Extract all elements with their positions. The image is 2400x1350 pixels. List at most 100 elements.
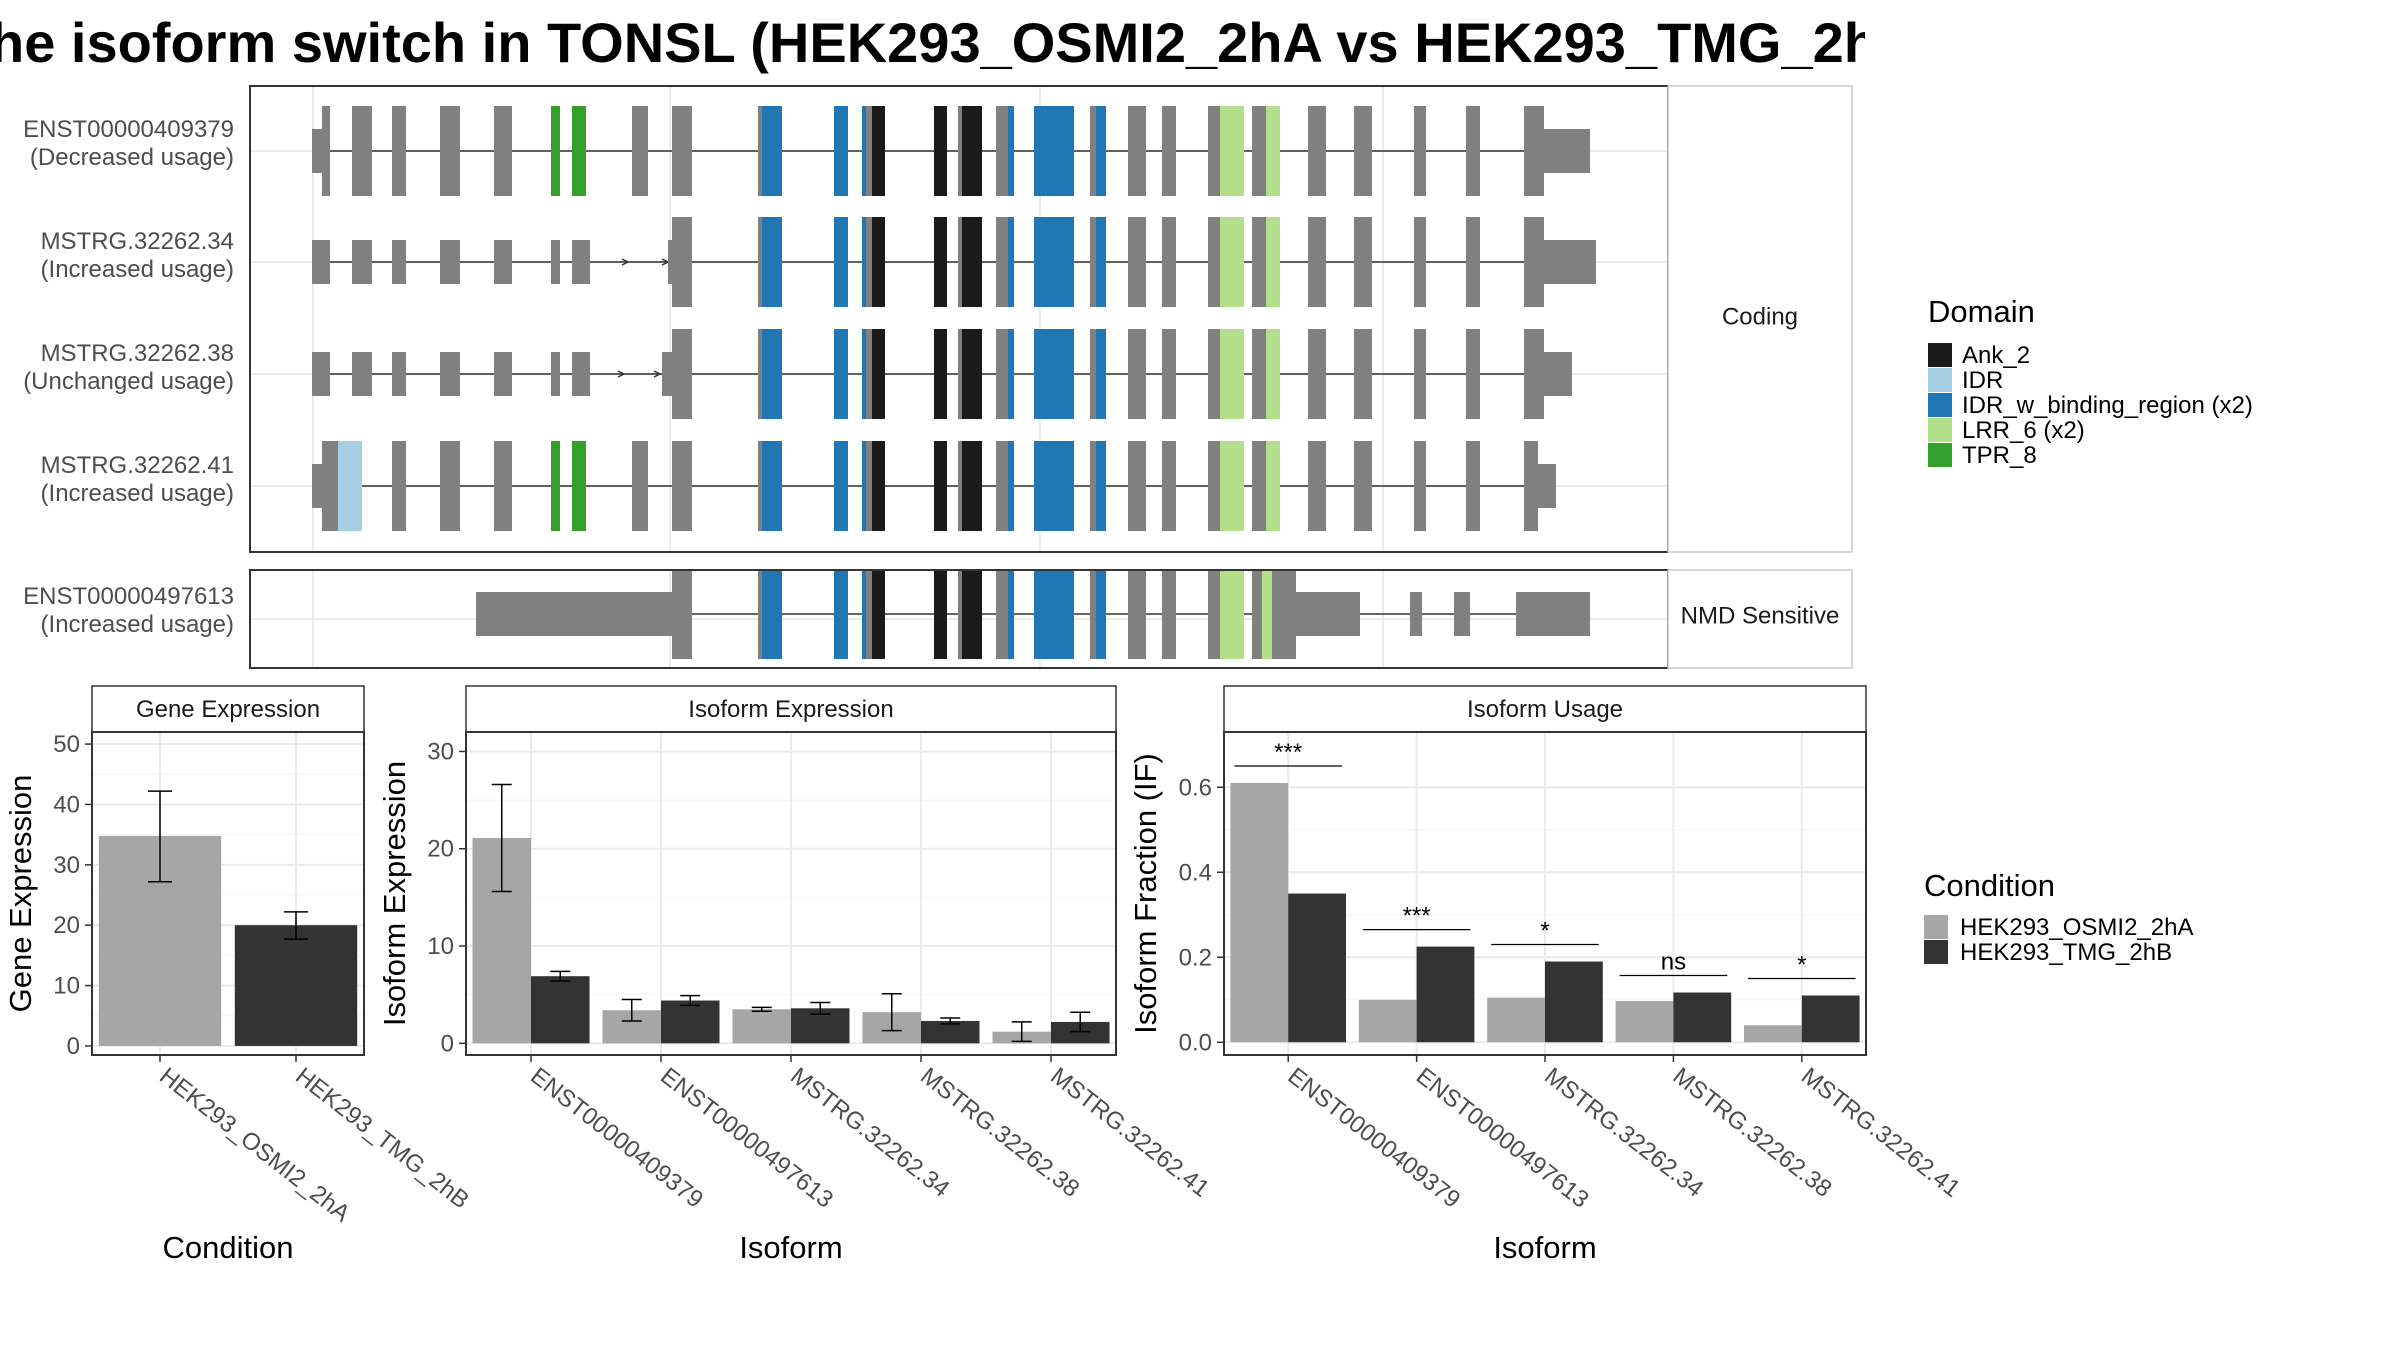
- idr-binding-region-domain: [862, 569, 866, 659]
- lrr6-domain: [1266, 217, 1280, 307]
- bar: [1230, 783, 1289, 1043]
- tpr8-domain: [551, 441, 560, 531]
- idr-binding-region-domain: [762, 329, 782, 419]
- panel-strip: [1223, 685, 1867, 733]
- exon: [312, 129, 322, 173]
- idr-binding-region-domain: [1008, 569, 1014, 659]
- figure-title: he isoform switch in TONSL (HEK293_OSMI2…: [0, 11, 1865, 74]
- exon: [1414, 106, 1426, 196]
- exon: [551, 240, 560, 284]
- idr-binding-region-domain: [1096, 441, 1106, 531]
- ank2-domain: [962, 441, 982, 531]
- exon: [352, 240, 372, 284]
- exon: [1308, 441, 1326, 531]
- exon: [1524, 217, 1544, 307]
- y-tick-label: 0: [441, 1030, 454, 1057]
- ank2-domain: [872, 217, 885, 307]
- exon: [322, 106, 330, 196]
- domain-legend-key: [1928, 393, 1952, 417]
- coding-strip: [1667, 85, 1853, 553]
- idr-binding-region-domain: [762, 217, 782, 307]
- exon: [1162, 217, 1176, 307]
- y-axis-title: Isoform Expression: [377, 761, 412, 1026]
- exon: [1296, 592, 1360, 636]
- exon: [352, 352, 372, 396]
- exon: [1466, 329, 1480, 419]
- domain-legend-key: [1928, 368, 1952, 392]
- strand-arrow-icon: [621, 258, 630, 266]
- idr-binding-region-domain: [862, 217, 866, 307]
- bar: [1416, 946, 1475, 1043]
- idr-binding-region-domain: [834, 441, 848, 531]
- exon: [392, 106, 406, 196]
- exon: [1162, 441, 1176, 531]
- exon: [1308, 329, 1326, 419]
- idr-binding-region-domain: [1034, 217, 1074, 307]
- ank2-domain: [934, 569, 947, 659]
- bar: [1051, 1021, 1110, 1044]
- ank2-domain: [962, 569, 982, 659]
- idr-binding-region-domain: [1008, 329, 1014, 419]
- idr-binding-region-domain: [1034, 106, 1074, 196]
- idr-binding-region-domain: [1096, 329, 1106, 419]
- lrr6-domain: [1230, 441, 1244, 531]
- idr-binding-region-domain: [1096, 106, 1106, 196]
- exon: [632, 441, 648, 531]
- exon: [440, 240, 460, 284]
- y-tick-label: 10: [427, 933, 454, 960]
- lrr6-domain: [1230, 569, 1244, 659]
- exon: [392, 352, 406, 396]
- exon: [1354, 106, 1372, 196]
- nmd-strip-label: NMD Sensitive: [1681, 602, 1840, 629]
- domain-legend-label: IDR: [1962, 367, 2003, 394]
- transcript-label: MSTRG.32262.34: [41, 228, 234, 255]
- y-tick-label: 30: [53, 852, 80, 879]
- transcript-usage-label: (Increased usage): [41, 611, 234, 638]
- idr-domain: [338, 441, 362, 531]
- condition-legend-key: [1924, 915, 1948, 939]
- exon: [392, 441, 406, 531]
- exon: [1354, 441, 1372, 531]
- exon: [1410, 592, 1422, 636]
- exon: [392, 240, 406, 284]
- panel-strip-title: Isoform Expression: [688, 696, 893, 723]
- exon: [572, 352, 590, 396]
- lrr6-domain: [1262, 569, 1272, 659]
- exon: [632, 106, 648, 196]
- exon: [1270, 569, 1296, 659]
- tpr8-domain: [551, 106, 560, 196]
- strand-arrow-icon: [617, 370, 626, 378]
- exon: [1128, 217, 1146, 307]
- exon: [1516, 592, 1590, 636]
- exon: [1414, 217, 1426, 307]
- transcript-label: ENST00000409379: [23, 116, 234, 143]
- domain-legend-title: Domain: [1928, 294, 2035, 329]
- idr-binding-region-domain: [762, 441, 782, 531]
- domain-legend-label: IDR_w_binding_region (x2): [1962, 392, 2253, 419]
- exon: [1128, 106, 1146, 196]
- x-axis-title: Isoform: [739, 1230, 842, 1265]
- idr-binding-region-domain: [862, 329, 866, 419]
- ank2-domain: [872, 569, 885, 659]
- exon: [1354, 329, 1372, 419]
- lrr6-domain: [1230, 329, 1244, 419]
- panel-strip: [91, 685, 365, 733]
- bar: [531, 976, 590, 1044]
- exon: [352, 106, 372, 196]
- bar: [1801, 995, 1860, 1043]
- ank2-domain: [962, 329, 982, 419]
- transcript-label: MSTRG.32262.38: [41, 340, 234, 367]
- exon: [862, 329, 872, 419]
- exon: [862, 106, 872, 196]
- bar: [1673, 992, 1732, 1043]
- exon: [440, 352, 460, 396]
- exon: [1466, 217, 1480, 307]
- y-axis-title: Isoform Fraction (IF): [1128, 753, 1163, 1034]
- y-axis-title: Gene Expression: [3, 775, 38, 1013]
- bar: [234, 925, 358, 1046]
- y-tick-label: 0.0: [1179, 1029, 1212, 1056]
- exon: [312, 240, 330, 284]
- ank2-domain: [872, 329, 885, 419]
- transcript-usage-label: (Decreased usage): [30, 144, 234, 171]
- y-tick-label: 10: [53, 973, 80, 1000]
